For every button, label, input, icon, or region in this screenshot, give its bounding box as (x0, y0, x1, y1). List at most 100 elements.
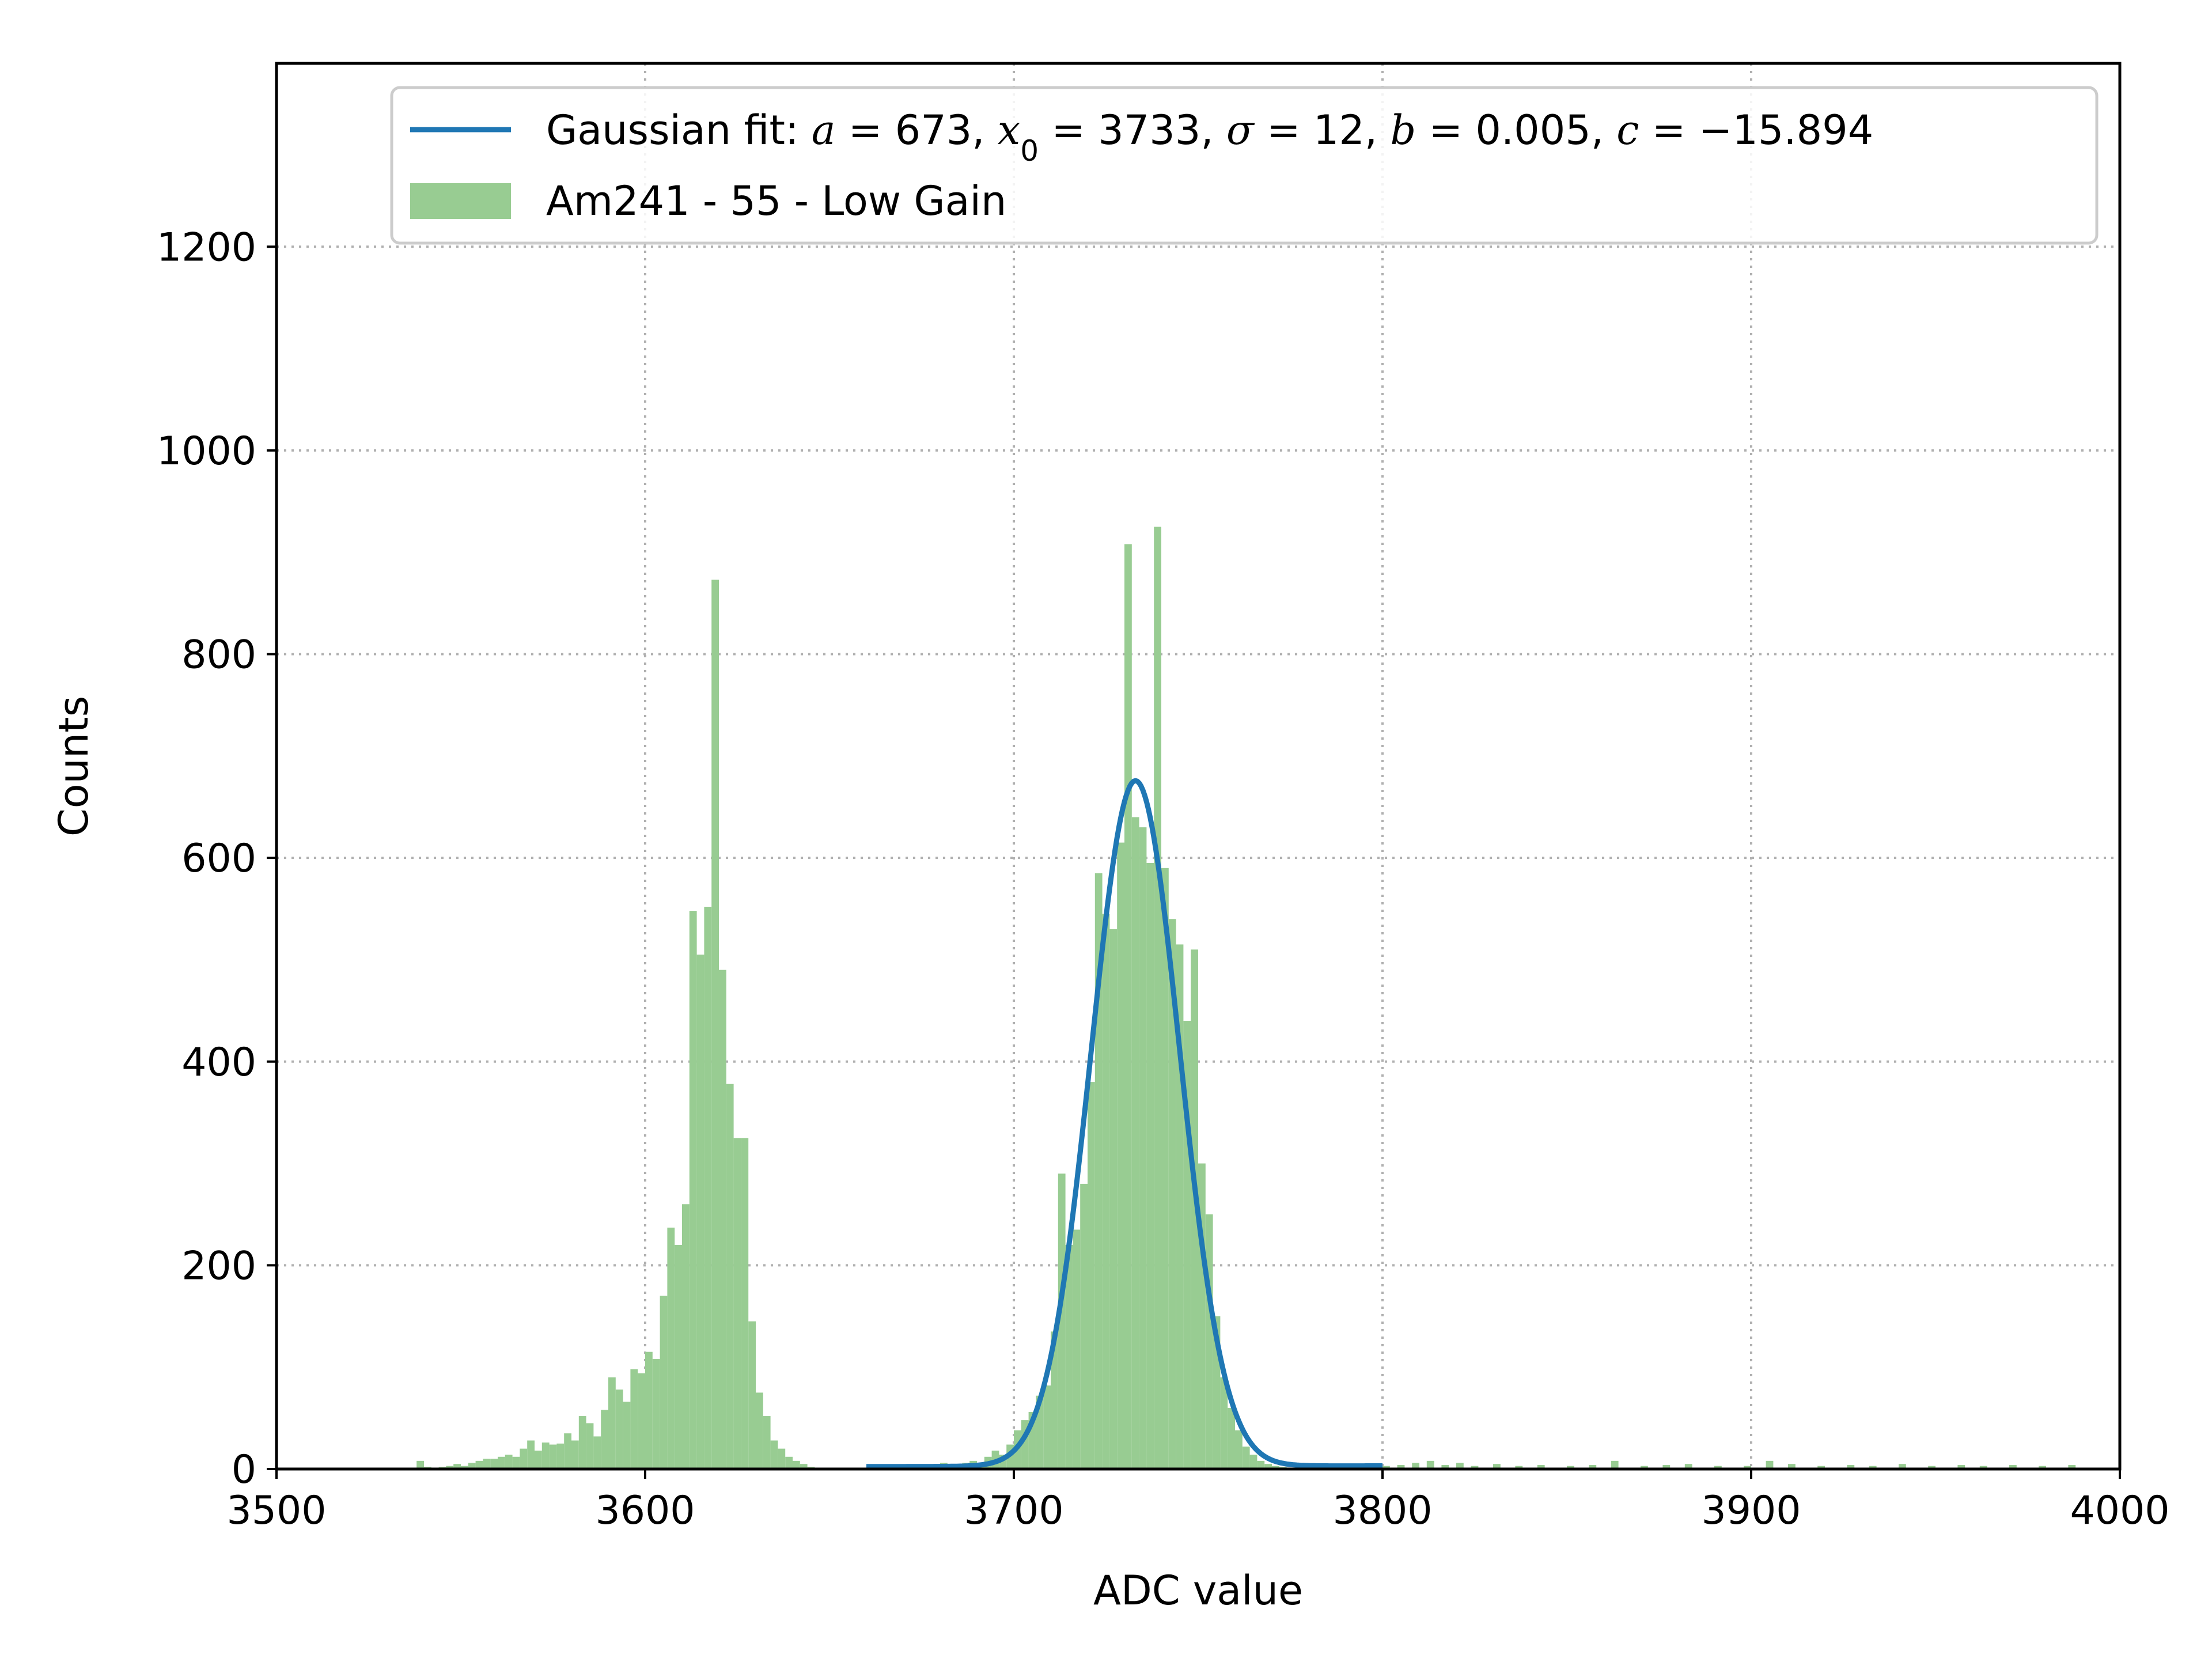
histogram-bar (1397, 1464, 1405, 1469)
histogram-bar (1131, 817, 1139, 1469)
histogram-bar (726, 1084, 734, 1469)
histogram-bar (1154, 527, 1161, 1470)
y-tick-label: 400 (181, 1040, 256, 1085)
histogram-bar (1043, 1385, 1051, 1469)
legend-histogram-label: Am241 - 55 - Low Gain (546, 177, 1006, 225)
histogram-bar (578, 1416, 586, 1469)
histogram-bar (1684, 1464, 1692, 1469)
histogram-bar (1744, 1466, 1751, 1469)
x-tick-label: 3600 (595, 1488, 695, 1534)
histogram-bar (704, 907, 712, 1469)
histogram-bar (520, 1448, 528, 1469)
histogram-bar (756, 1392, 763, 1469)
histogram-bar (1537, 1464, 1545, 1469)
histogram-bar (1257, 1460, 1265, 1469)
histogram-bar (1161, 868, 1169, 1469)
x-tick-label: 3900 (1701, 1488, 1801, 1534)
histogram-bar (1249, 1455, 1257, 1469)
histogram-bar (468, 1463, 476, 1469)
histogram-bar (1242, 1447, 1250, 1469)
histogram-bar (1471, 1466, 1479, 1469)
histogram-bar (733, 1138, 741, 1469)
histogram-bar (763, 1416, 771, 1469)
plot-frame (275, 62, 2122, 1471)
histogram-bar (556, 1443, 565, 1469)
legend: Gaussian fit: a = 673, x0 = 3733, σ = 12… (390, 86, 2099, 245)
histogram-bar (446, 1466, 454, 1469)
histogram-bar (498, 1456, 505, 1469)
histogram-bar (696, 955, 704, 1469)
legend-histogram-swatch (410, 183, 511, 219)
y-tick-label: 600 (181, 836, 256, 881)
histogram-bar (1109, 929, 1118, 1469)
histogram-bar (2039, 1466, 2046, 1469)
histogram-bar (1412, 1463, 1419, 1469)
histogram-bar (1788, 1464, 1796, 1469)
histogram-bar (1228, 1407, 1235, 1469)
x-tick-label: 4000 (2070, 1488, 2169, 1534)
histogram-bar (1714, 1466, 1722, 1469)
histogram-bar (1191, 949, 1198, 1469)
histogram-bar (741, 1138, 749, 1469)
histogram-bar (1102, 914, 1110, 1469)
legend-box (390, 86, 2099, 245)
histogram-bar (1124, 544, 1132, 1469)
y-tick-label: 200 (181, 1243, 256, 1289)
histogram-bar (748, 1321, 756, 1469)
histogram-bar (505, 1455, 513, 1469)
histogram-bar (1567, 1466, 1574, 1469)
x-axis-title: ADC value (1093, 1567, 1303, 1614)
histogram-bar (593, 1436, 601, 1469)
histogram-bar (1899, 1464, 1906, 1469)
histogram-bar (785, 1456, 793, 1469)
histogram-bar (667, 1227, 675, 1469)
histogram-bar (461, 1466, 468, 1469)
histogram-bar (1817, 1466, 1825, 1469)
histogram-bar (793, 1460, 800, 1469)
histogram-bar (770, 1440, 778, 1469)
histogram-bar (549, 1444, 557, 1469)
histogram-bar (1220, 1377, 1228, 1469)
histogram-bar (527, 1440, 535, 1469)
histogram-bar (660, 1296, 668, 1469)
x-tick-label: 3500 (226, 1488, 326, 1534)
histogram-bar (1766, 1460, 1774, 1469)
histogram-bar (1382, 1466, 1390, 1469)
fit-curve-layer (865, 778, 1384, 1470)
histogram-bar (475, 1460, 483, 1469)
histogram-bar (1662, 1464, 1671, 1469)
histogram-bar (645, 1351, 653, 1469)
histogram-bar (512, 1456, 520, 1469)
histogram-bar (675, 1245, 682, 1469)
histogram-bar (1611, 1460, 1619, 1469)
legend-fit-label: Gaussian fit: a = 673, x0 = 3733, σ = 12… (546, 107, 1873, 168)
histogram-bar (638, 1373, 645, 1469)
histogram-bar (1589, 1464, 1597, 1469)
x-tick-label: 3800 (1332, 1488, 1432, 1534)
y-tick-label: 1000 (157, 429, 256, 474)
histogram-bar (1272, 1466, 1279, 1469)
histogram-bar (453, 1464, 461, 1469)
histogram-bar (1065, 1245, 1073, 1469)
histogram-bar (564, 1433, 571, 1469)
histogram-bar (1426, 1460, 1434, 1469)
histogram-bar (682, 1204, 690, 1469)
histogram-bar (1441, 1464, 1449, 1469)
axis-ticks (267, 245, 2121, 1479)
histogram-bar (1641, 1466, 1648, 1469)
histogram-bar (1235, 1430, 1243, 1469)
histogram-bar (800, 1464, 808, 1469)
histogram-bar (586, 1423, 594, 1469)
histogram-bar (1146, 862, 1154, 1469)
histogram-bar (1080, 1183, 1088, 1469)
y-axis-title: Counts (50, 696, 97, 836)
y-tick-label: 0 (232, 1447, 256, 1493)
histogram-bar (483, 1459, 491, 1469)
histogram-bar (1117, 842, 1124, 1469)
histogram-bar (630, 1369, 638, 1469)
histogram-bar (719, 970, 726, 1469)
gaussian-fit-line (865, 778, 1384, 1470)
histogram-bar (1847, 1464, 1855, 1469)
